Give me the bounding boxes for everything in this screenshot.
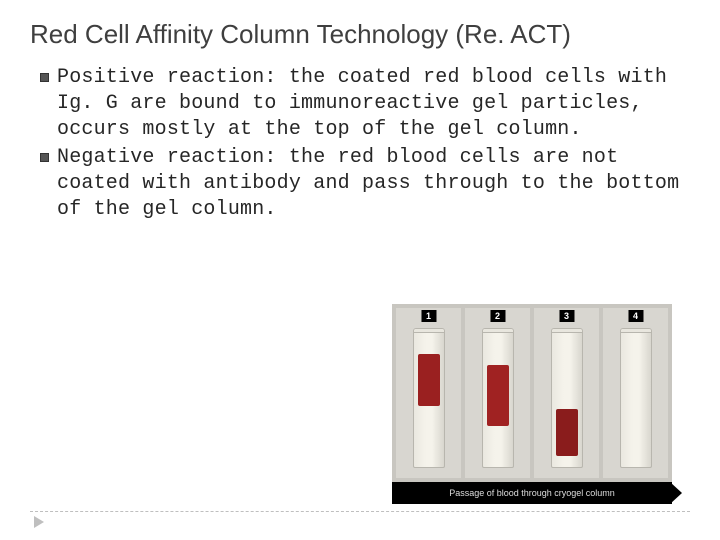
figure-panel: 2 [465,308,530,478]
list-item: Negative reaction: the red blood cells a… [40,145,690,223]
figure-panel: 4 [603,308,668,478]
chevron-right-icon [34,516,44,528]
blood-region [556,409,578,456]
syringe-icon [482,328,514,468]
figure-panel: 3 [534,308,599,478]
bullet-icon [40,153,49,162]
slide-title: Red Cell Affinity Column Technology (Re.… [30,18,690,51]
blood-region [487,365,509,426]
caption-text: Passage of blood through cryogel column [449,488,615,498]
panel-label: 3 [559,310,574,322]
blood-region [418,354,440,406]
panel-label: 4 [628,310,643,322]
bullet-icon [40,73,49,82]
bullet-text: Negative reaction: the red blood cells a… [57,145,690,223]
figure-panels: 1 2 3 4 [392,304,672,482]
bullet-text: Positive reaction: the coated red blood … [57,65,690,143]
bullet-list: Positive reaction: the coated red blood … [30,65,690,223]
syringe-icon [413,328,445,468]
list-item: Positive reaction: the coated red blood … [40,65,690,143]
arrow-icon [670,482,682,504]
footer-divider [30,511,690,512]
syringe-icon [551,328,583,468]
figure-caption: Passage of blood through cryogel column [392,482,672,504]
panel-label: 1 [421,310,436,322]
figure: 1 2 3 4 Passage of blood through cryogel… [392,304,672,504]
panel-label: 2 [490,310,505,322]
syringe-icon [620,328,652,468]
figure-panel: 1 [396,308,461,478]
